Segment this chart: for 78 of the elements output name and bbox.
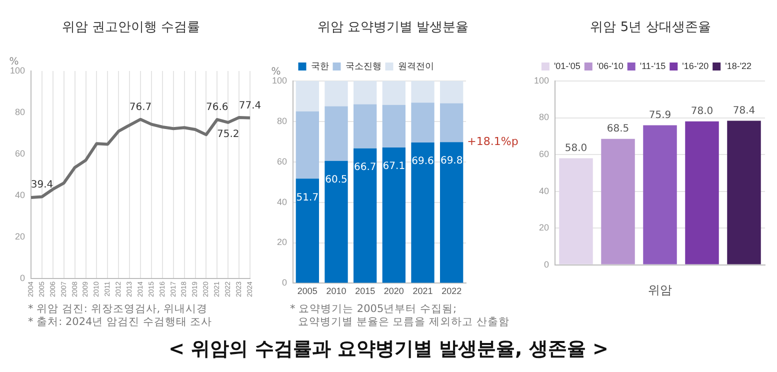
data-label: 39.4 xyxy=(30,179,54,190)
data-label: 69.6 xyxy=(412,156,434,168)
x-tick-label: 2010 xyxy=(326,286,346,296)
x-tick-label: 2015 xyxy=(355,286,376,296)
chart-title: 위암 요약병기별 발생분율 xyxy=(316,19,470,36)
text: * 위암 검진: 위장조영검사, 위내시경 xyxy=(28,302,208,316)
bar xyxy=(382,81,406,105)
bar xyxy=(324,106,348,161)
x-tick-label: 2022 xyxy=(442,286,462,296)
text: * 요약병기는 2005년부터 수집됨; xyxy=(290,302,457,316)
y-tick-label: 40 xyxy=(15,190,26,200)
y-tick-label: 0 xyxy=(282,278,288,288)
x-tick-label: 2020 xyxy=(384,286,404,296)
legend-label: 국소진행 xyxy=(345,60,382,71)
y-tick-label: 20 xyxy=(539,222,550,233)
bar xyxy=(296,81,320,112)
y-tick-label: 100 xyxy=(10,65,26,76)
legend-label: '11-'15 xyxy=(640,60,666,71)
data-label: 68.5 xyxy=(606,123,630,134)
data-label: 77.4 xyxy=(238,100,262,112)
legend-label: 국한 xyxy=(310,60,329,71)
legend-label: '01-'05 xyxy=(554,60,580,71)
data-label: 76.7 xyxy=(129,102,152,113)
y-tick-label: 60 xyxy=(277,156,288,166)
data-label: 58.0 xyxy=(564,142,588,154)
y-tick-label: 60 xyxy=(539,149,550,160)
bar xyxy=(440,142,464,283)
y-tick-label: 40 xyxy=(277,196,288,207)
y-tick-label: 100 xyxy=(272,75,288,86)
bar xyxy=(411,81,434,103)
x-axis-title: 위암 xyxy=(648,283,672,298)
legend-label: '16-'20 xyxy=(682,60,709,71)
bar xyxy=(382,104,406,148)
bar xyxy=(411,102,434,142)
chart-title: 위암 5년 상대생존율 xyxy=(589,19,712,36)
data-label: 67.1 xyxy=(382,161,406,172)
text: 요약병기별 분율은 모름을 제외하고 산출함 xyxy=(298,315,510,329)
data-label: 75.9 xyxy=(648,110,672,121)
bar xyxy=(296,111,320,179)
data-label: 60.5 xyxy=(325,174,348,186)
data-label: 76.6 xyxy=(206,102,228,114)
bar xyxy=(296,178,320,283)
bar xyxy=(440,103,464,142)
bar xyxy=(354,104,377,148)
y-axis-title: % xyxy=(271,66,281,78)
y-axis-title: % xyxy=(9,56,19,68)
y-tick-label: 40 xyxy=(539,186,550,196)
y-tick-label: 100 xyxy=(534,75,550,86)
data-label: 78.0 xyxy=(690,106,714,118)
data-label: 66.7 xyxy=(354,162,376,173)
x-tick-label: 2021 xyxy=(412,286,433,296)
y-tick-label: 60 xyxy=(15,148,26,158)
data-label: 69.8 xyxy=(440,156,463,167)
y-tick-label: 80 xyxy=(15,106,26,117)
annotation: +18.1%p xyxy=(467,134,518,148)
bar xyxy=(411,142,434,283)
y-tick-label: 80 xyxy=(539,112,550,122)
bar xyxy=(324,81,348,106)
legend-label: 원격전이 xyxy=(398,60,434,71)
text: * 출처: 2024년 암검진 수검행태 조사 xyxy=(28,315,212,329)
y-tick-label: 80 xyxy=(277,116,288,126)
y-tick-label: 0 xyxy=(544,259,550,270)
data-label: 75.2 xyxy=(216,129,240,140)
bar xyxy=(354,81,377,104)
bar xyxy=(354,148,377,283)
data-label: 78.4 xyxy=(732,105,756,116)
y-tick-label: 0 xyxy=(20,272,26,283)
bar xyxy=(324,160,348,283)
bar xyxy=(382,148,406,283)
text: < 위암의 수검률과 요약병기별 발생분율, 생존율 > xyxy=(168,337,610,362)
legend-label: '18-'22 xyxy=(725,60,752,71)
x-tick-label: 2005 xyxy=(297,286,318,296)
legend-label: '06-'10 xyxy=(596,60,624,71)
bar xyxy=(440,81,464,104)
y-tick-label: 20 xyxy=(277,237,288,248)
data-label: 51.7 xyxy=(296,192,319,204)
y-tick-label: 20 xyxy=(15,231,26,242)
chart-title: 위암 권고안이행 수검률 xyxy=(60,19,202,36)
